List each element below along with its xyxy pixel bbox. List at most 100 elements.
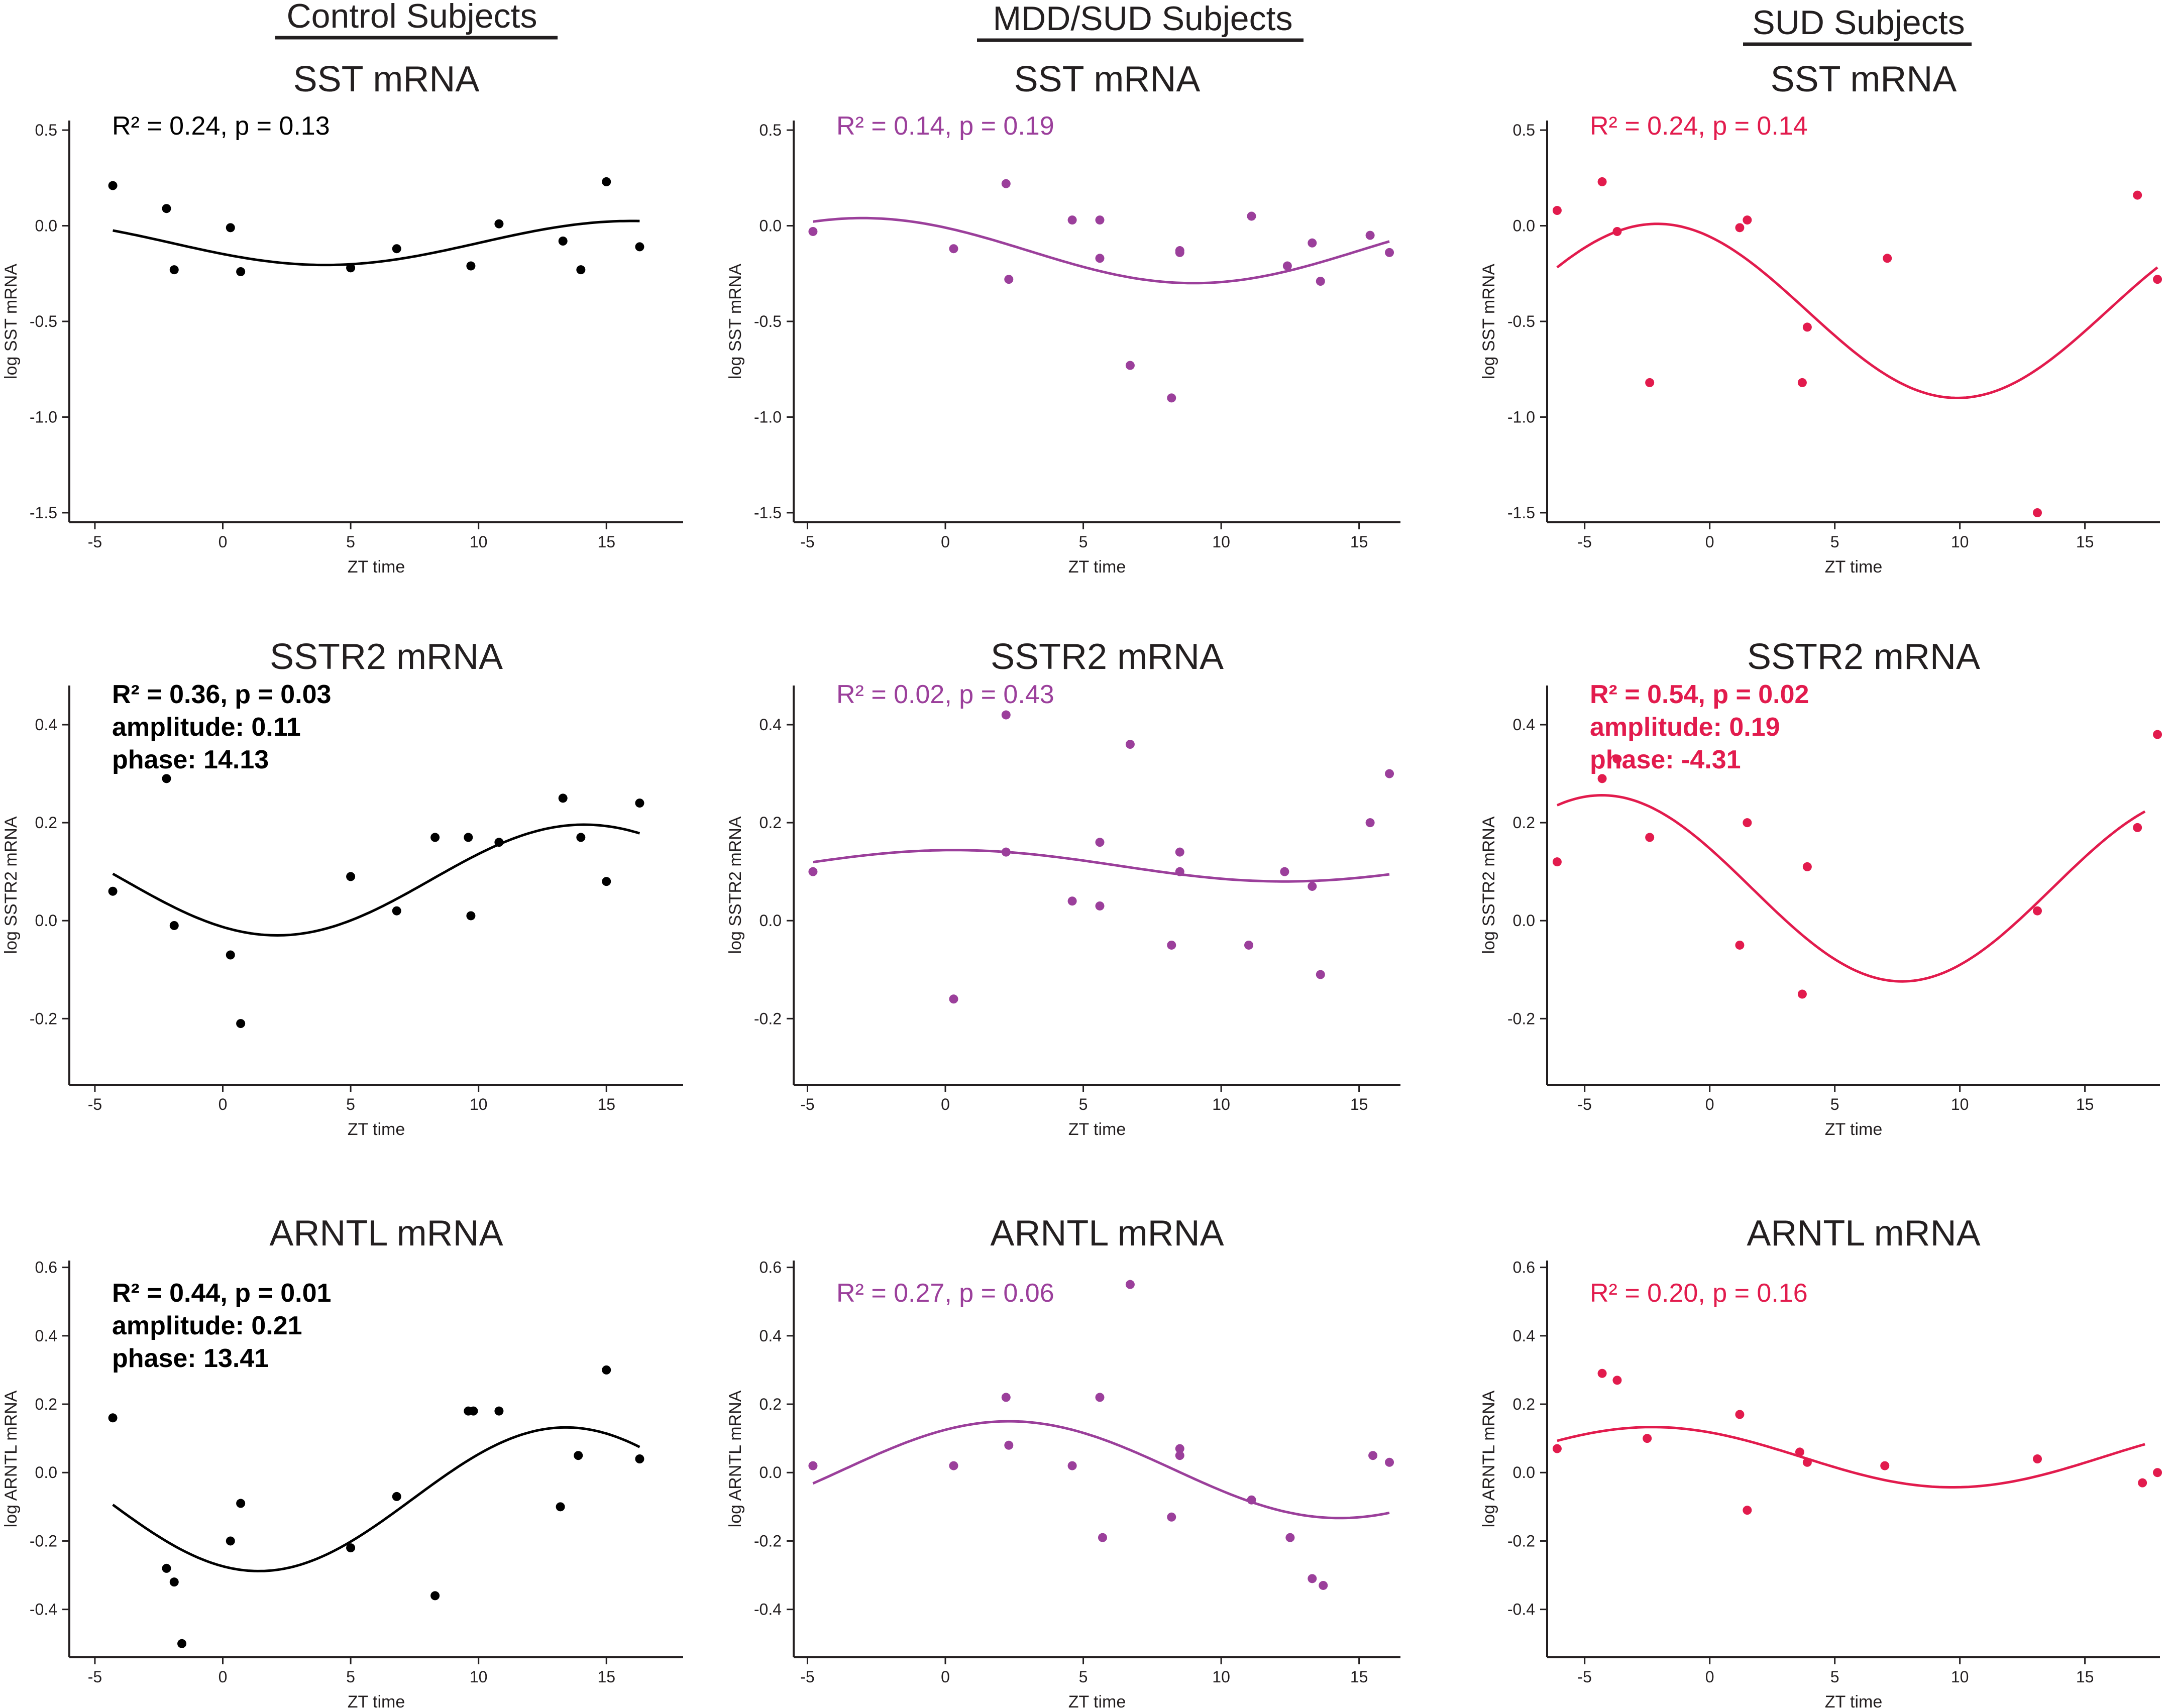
fit-curve (813, 216, 1390, 285)
data-point (1125, 1280, 1135, 1289)
data-point (169, 265, 179, 275)
fit-curve (1556, 793, 2146, 983)
x-tick-label: 15 (1350, 533, 1368, 551)
data-point (162, 1563, 171, 1573)
x-tick-label: 10 (1212, 533, 1230, 551)
y-tick-label: 0.6 (1513, 1259, 1535, 1277)
y-tick-label: 0.4 (35, 1327, 57, 1345)
y-tick-label: 0.0 (1513, 912, 1535, 930)
data-point (226, 223, 235, 233)
y-tick-label: 0.5 (760, 121, 782, 139)
x-tick-label: 0 (219, 1668, 228, 1686)
y-tick-label: 0.2 (760, 1395, 782, 1413)
x-tick-label: -5 (88, 533, 102, 551)
x-tick-label: 0 (1705, 1095, 1714, 1113)
x-tick-label: 0 (219, 533, 228, 551)
data-point (1883, 254, 1892, 263)
x-axis-label: ZT time (348, 1120, 405, 1139)
y-tick-label: -0.5 (754, 312, 782, 330)
y-tick-label: -0.2 (754, 1009, 782, 1028)
data-point (466, 911, 476, 921)
data-point (1247, 1495, 1256, 1505)
x-tick-label: -5 (800, 1095, 814, 1113)
data-point (1001, 847, 1011, 857)
data-point (1067, 215, 1077, 225)
x-tick-label: 0 (941, 533, 950, 551)
data-point (808, 867, 818, 876)
data-point (1797, 989, 1807, 999)
data-point (108, 1413, 118, 1423)
data-point (226, 1536, 235, 1546)
data-point (1316, 970, 1325, 979)
data-point (236, 1019, 246, 1029)
panel-title: SSTR2 mRNA (1747, 637, 1980, 677)
data-point (169, 1577, 179, 1587)
stat-annotation: R² = 0.27, p = 0.06 (836, 1279, 1054, 1308)
x-tick-label: -5 (800, 533, 814, 551)
panel-title: SSTR2 mRNA (991, 637, 1224, 677)
x-tick-label: 10 (470, 533, 488, 551)
data-point (1098, 1533, 1107, 1542)
data-point (1743, 215, 1752, 225)
data-point (1735, 1410, 1745, 1419)
data-point (1308, 1574, 1317, 1583)
data-point (1316, 277, 1325, 286)
x-tick-label: -5 (1577, 1668, 1591, 1686)
data-point (108, 181, 118, 190)
y-tick-label: 0.2 (35, 1395, 57, 1413)
x-tick-label: 0 (1705, 533, 1714, 551)
y-tick-label: -0.2 (30, 1532, 57, 1550)
data-point (346, 872, 356, 881)
fit-curve (1556, 222, 2158, 399)
x-tick-label: -5 (1577, 533, 1591, 551)
panel-1: SST mRNA R² = 0.24, p = 0.13 0.5 0.0 -0.5 -1.… (2, 59, 683, 577)
data-point (576, 833, 586, 842)
data-point (808, 226, 818, 236)
data-point (949, 994, 958, 1004)
y-axis-label: log ARNTL mRNA (2, 1390, 21, 1527)
data-point (392, 244, 401, 254)
x-tick-label: 15 (2076, 533, 2094, 551)
data-point (1067, 1461, 1077, 1470)
data-point (1167, 940, 1176, 950)
x-tick-label: -5 (88, 1095, 102, 1113)
y-tick-label: 0.0 (35, 1463, 57, 1482)
x-tick-label: 10 (1951, 533, 1969, 551)
y-axis-label: log SSTR2 mRNA (726, 816, 745, 954)
data-point (2133, 190, 2142, 200)
data-point (430, 1591, 440, 1601)
x-axis-label: ZT time (348, 557, 405, 577)
data-point (2153, 275, 2162, 284)
x-axis-label: ZT time (1068, 1692, 1126, 1708)
x-tick-label: 15 (597, 1095, 615, 1113)
stat-annotation: R² = 0.20, p = 0.16 (1590, 1279, 1808, 1308)
data-point (1385, 769, 1394, 778)
y-tick-label: 0.4 (760, 1327, 782, 1345)
data-point (2138, 1478, 2147, 1488)
data-point (1797, 378, 1807, 387)
data-point (1095, 838, 1105, 847)
x-axis-label: ZT time (348, 1692, 405, 1708)
panel-4: SSTR2 mRNA R² = 0.36, p = 0.03 amplitude: … (2, 637, 683, 1139)
fit-curve (112, 823, 640, 937)
data-point (1167, 393, 1176, 403)
x-tick-label: 15 (597, 1668, 615, 1686)
data-point (1167, 1512, 1176, 1522)
x-tick-label: -5 (88, 1668, 102, 1686)
panel-6: SSTR2 mRNA R² = 0.54, p = 0.02 amplitude: … (1479, 637, 2162, 1139)
data-point (558, 793, 568, 803)
y-tick-label: 0.6 (35, 1259, 57, 1277)
y-tick-label: -0.4 (1507, 1601, 1535, 1619)
data-point (1067, 896, 1077, 906)
x-tick-label: 10 (470, 1668, 488, 1686)
x-tick-label: 10 (1951, 1668, 1969, 1686)
y-axis-label: log ARNTL mRNA (1479, 1390, 1498, 1527)
stat-annotation: phase: 14.13 (112, 745, 269, 774)
data-point (392, 1492, 401, 1501)
data-point (346, 263, 356, 273)
y-tick-label: 0.0 (760, 217, 782, 235)
data-point (1285, 1533, 1295, 1542)
y-tick-label: 0.6 (760, 1259, 782, 1277)
data-point (1643, 1434, 1652, 1443)
data-point (236, 267, 246, 276)
